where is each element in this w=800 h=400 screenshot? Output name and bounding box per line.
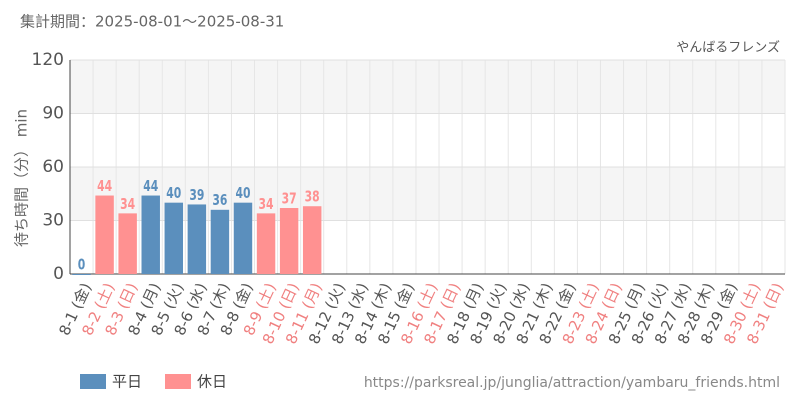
value-label: 38 [305,188,320,206]
y-tick-label: 0 [53,264,64,284]
bar [95,195,114,274]
value-label: 36 [212,192,227,210]
y-axis-label: 待ち時間（分） min [13,109,31,247]
y-tick-label: 90 [42,104,64,124]
legend-swatch [165,374,191,389]
y-tick-label: 60 [42,157,64,177]
value-label: 40 [235,185,250,203]
bar [210,209,230,274]
bar [118,213,137,274]
legend-label: 休日 [197,373,227,391]
legend-swatch [80,374,106,389]
bar [256,213,276,274]
bar [279,208,299,274]
bar [302,206,322,274]
period: 集計期間：2025-08-01～2025-08-31 [20,13,284,31]
bar [72,274,91,275]
value-label: 34 [120,196,135,214]
value-label: 37 [282,190,297,208]
bar [141,195,160,274]
value-label: 0 [78,256,86,274]
value-label: 40 [166,185,181,203]
attraction-name: やんばるフレンズ [676,40,780,56]
bar [164,202,184,274]
bar [233,202,253,274]
value-label: 39 [189,187,204,205]
bar [187,204,207,274]
value-label: 34 [259,196,274,214]
legend-label: 平日 [112,373,142,391]
value-label: 44 [143,178,158,196]
grid-band [70,60,785,114]
value-label: 44 [97,178,112,196]
y-tick-label: 120 [32,50,64,70]
source-url: https://parksreal.jp/junglia/attraction/… [364,375,780,391]
y-tick-label: 30 [42,211,64,231]
